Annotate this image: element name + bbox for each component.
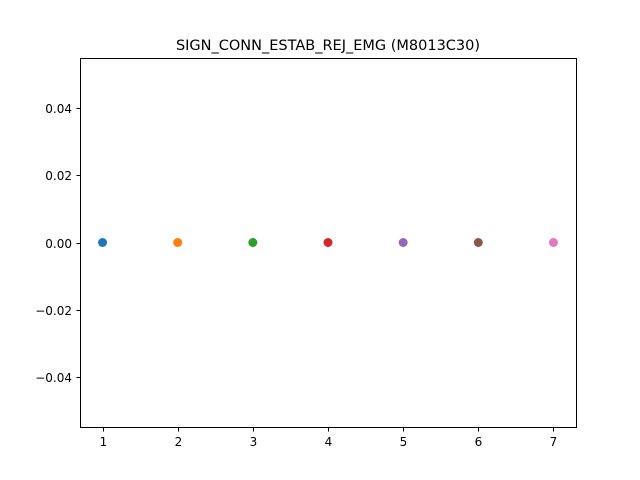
data-point-7 bbox=[548, 238, 558, 247]
data-point-4 bbox=[323, 238, 333, 247]
y-tick-label: −0.04 bbox=[35, 371, 72, 385]
y-tick-label: 0.04 bbox=[45, 102, 72, 116]
data-point-1 bbox=[98, 238, 108, 247]
x-axis: 1 2 3 4 5 6 7 bbox=[100, 427, 558, 449]
axes-frame bbox=[80, 58, 577, 428]
data-point-3 bbox=[248, 238, 258, 247]
x-tick-label: 6 bbox=[475, 435, 483, 449]
x-tick-label: 4 bbox=[325, 435, 333, 449]
y-tick-label: 0.02 bbox=[45, 169, 72, 183]
y-axis: −0.04 −0.02 0.00 0.02 0.04 bbox=[35, 102, 81, 385]
chart-title: SIGN_CONN_ESTAB_REJ_EMG (M8013C30) bbox=[176, 38, 480, 54]
data-point-6 bbox=[473, 238, 483, 247]
x-tick-label: 7 bbox=[550, 435, 558, 449]
x-tick-label: 5 bbox=[400, 435, 408, 449]
data-point-2 bbox=[173, 238, 183, 247]
data-points bbox=[98, 238, 558, 247]
x-tick-label: 1 bbox=[100, 435, 108, 449]
data-point-5 bbox=[398, 238, 408, 247]
x-tick-label: 3 bbox=[250, 435, 258, 449]
y-tick-label: −0.02 bbox=[35, 304, 72, 318]
y-tick-label: 0.00 bbox=[45, 237, 72, 251]
x-tick-label: 2 bbox=[175, 435, 183, 449]
